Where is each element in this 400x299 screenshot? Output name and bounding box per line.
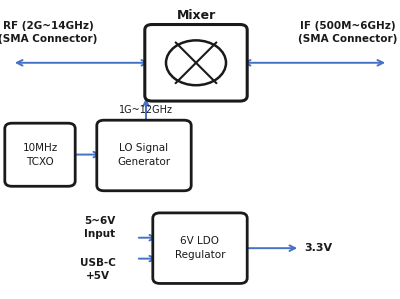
FancyBboxPatch shape (145, 25, 247, 101)
Circle shape (166, 40, 226, 85)
Text: LO Signal
Generator: LO Signal Generator (118, 144, 170, 167)
Text: 10MHz
TCXO: 10MHz TCXO (22, 143, 58, 167)
Text: 6V LDO
Regulator: 6V LDO Regulator (175, 236, 225, 260)
Text: RF (2G~14GHz)
(SMA Connector): RF (2G~14GHz) (SMA Connector) (0, 21, 98, 45)
Text: 1G~12GHz: 1G~12GHz (119, 105, 173, 115)
Text: USB-C
+5V: USB-C +5V (80, 257, 116, 281)
Text: 3.3V: 3.3V (304, 243, 332, 253)
FancyBboxPatch shape (97, 120, 191, 191)
Text: 5~6V
Input: 5~6V Input (84, 216, 116, 239)
Text: Mixer: Mixer (176, 10, 216, 22)
Text: IF (500M~6GHz)
(SMA Connector): IF (500M~6GHz) (SMA Connector) (298, 21, 398, 45)
FancyBboxPatch shape (153, 213, 247, 283)
FancyBboxPatch shape (5, 123, 75, 186)
